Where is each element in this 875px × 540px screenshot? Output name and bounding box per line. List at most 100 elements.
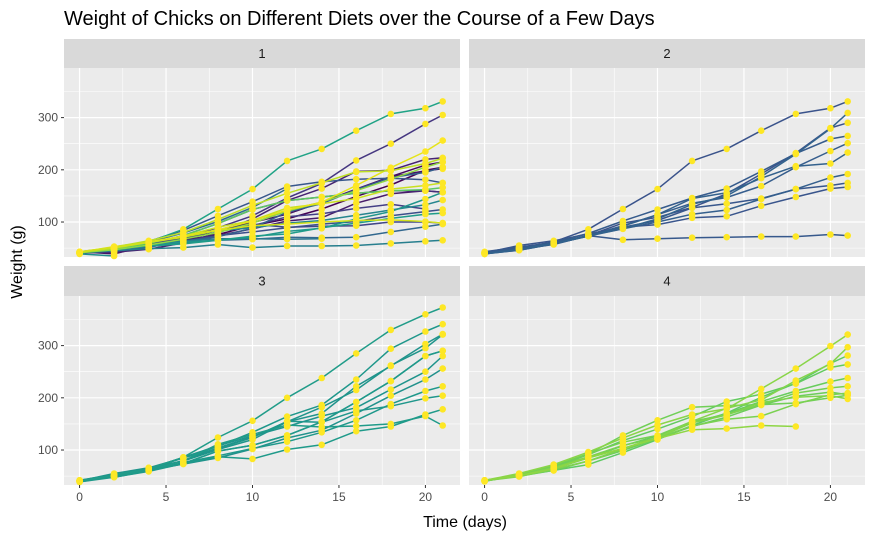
data-point	[844, 361, 851, 368]
data-point	[757, 396, 765, 404]
data-point	[422, 210, 429, 218]
data-point	[352, 157, 360, 164]
data-point	[792, 233, 800, 240]
data-point	[844, 98, 851, 105]
data-point	[283, 242, 291, 250]
data-point	[352, 182, 360, 189]
data-point	[110, 252, 118, 260]
facet-strip-label: 1	[258, 46, 265, 61]
data-point	[439, 98, 447, 105]
data-point	[214, 447, 222, 455]
data-point	[757, 173, 765, 180]
data-point	[387, 392, 395, 400]
x-tick-label: 5	[163, 490, 170, 504]
data-point	[249, 232, 256, 240]
data-point	[318, 185, 326, 192]
data-point	[757, 182, 765, 190]
x-axis-label: Time (days)	[423, 514, 507, 531]
series-line	[79, 161, 443, 254]
facet-strip	[64, 39, 460, 68]
data-point	[439, 331, 447, 338]
data-point	[654, 435, 661, 442]
data-point	[439, 155, 447, 162]
data-point	[387, 140, 395, 147]
data-point	[688, 234, 696, 241]
data-point	[180, 454, 187, 461]
data-point	[654, 215, 661, 223]
data-point	[422, 201, 429, 209]
data-point	[844, 139, 851, 147]
data-point	[619, 205, 627, 213]
data-point	[844, 352, 851, 359]
data-point	[387, 175, 395, 183]
data-point	[844, 149, 851, 156]
data-point	[439, 422, 447, 429]
data-point	[318, 224, 326, 232]
data-point	[249, 217, 256, 225]
data-point	[844, 331, 851, 338]
data-point	[352, 398, 360, 406]
data-point	[844, 132, 851, 140]
data-point	[387, 167, 395, 175]
data-point	[352, 242, 360, 249]
data-point	[585, 454, 592, 461]
data-point	[387, 201, 395, 208]
data-point	[249, 202, 256, 209]
x-tick-label: 15	[332, 490, 346, 504]
data-point	[439, 365, 447, 372]
data-point	[283, 157, 291, 165]
facet-panel-3: 3 0 5 10 15 20 100 200 300	[38, 266, 460, 504]
data-point	[110, 243, 118, 251]
data-point	[318, 412, 326, 420]
data-point	[757, 422, 765, 429]
data-point	[827, 174, 834, 181]
data-point	[688, 195, 696, 202]
data-point	[439, 406, 447, 413]
data-point	[439, 196, 447, 204]
data-point	[283, 220, 291, 228]
data-point	[214, 441, 222, 448]
data-point	[318, 210, 326, 217]
data-point	[249, 185, 256, 193]
data-point	[422, 368, 429, 376]
data-point	[283, 432, 291, 439]
y-tick-label: 300	[38, 111, 58, 125]
data-point	[283, 190, 291, 197]
data-point	[792, 423, 800, 430]
facet-strip-label: 3	[258, 274, 265, 289]
data-point	[757, 195, 765, 203]
series-line	[79, 212, 443, 254]
data-point	[827, 135, 834, 143]
data-point	[723, 200, 730, 207]
data-point	[792, 193, 800, 201]
data-point	[792, 365, 800, 372]
data-point	[688, 411, 696, 418]
panel-background	[469, 68, 865, 257]
data-point	[387, 345, 395, 353]
data-point	[723, 233, 730, 241]
data-point	[180, 229, 187, 236]
data-point	[249, 455, 256, 463]
data-point	[249, 212, 256, 220]
data-point	[723, 206, 730, 214]
data-point	[757, 233, 765, 240]
data-point	[318, 198, 326, 206]
data-point	[688, 426, 696, 434]
panel-background	[469, 296, 865, 485]
y-tick-label: 200	[38, 391, 58, 405]
data-point	[688, 403, 696, 411]
data-point	[318, 145, 326, 153]
data-point	[723, 192, 730, 200]
data-point	[387, 326, 395, 334]
data-point	[352, 199, 360, 207]
data-point	[318, 429, 326, 436]
y-axis-label: Weight (g)	[9, 225, 26, 299]
data-point	[422, 344, 429, 352]
series-line	[79, 306, 443, 483]
data-point	[283, 185, 291, 192]
data-point	[439, 237, 447, 244]
data-point	[249, 244, 256, 251]
data-point	[387, 240, 395, 247]
data-point	[757, 127, 765, 134]
data-point	[387, 400, 395, 408]
